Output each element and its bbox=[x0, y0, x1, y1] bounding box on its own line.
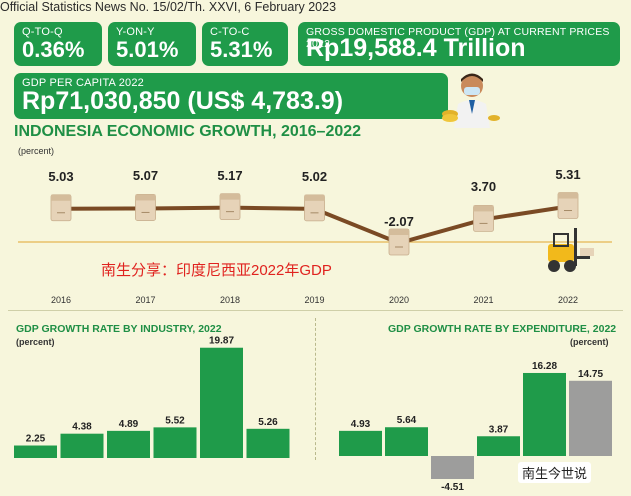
bar bbox=[431, 456, 474, 480]
bar-value-label: 4.89 bbox=[119, 419, 139, 430]
growth-point-box bbox=[388, 228, 410, 256]
industry-chart-title: GDP GROWTH RATE BY INDUSTRY, 2022 bbox=[16, 323, 222, 335]
expenditure-chart-title: GDP GROWTH RATE BY EXPENDITURE, 2022 bbox=[388, 323, 617, 335]
growth-point-box bbox=[304, 194, 325, 222]
watermark-text: 南生分享：印度尼西亚2022年GDP bbox=[101, 262, 332, 279]
growth-value-label: 5.02 bbox=[301, 168, 328, 184]
panel-divider bbox=[315, 318, 317, 460]
bar bbox=[477, 436, 520, 456]
bar bbox=[153, 427, 197, 458]
growth-point-box bbox=[135, 194, 156, 221]
growth-value-label: -2.07 bbox=[384, 214, 414, 229]
growth-chart-unit: (percent) bbox=[18, 146, 55, 156]
growth-point-box bbox=[473, 205, 494, 232]
y-on-y-value: 5.01% bbox=[116, 37, 179, 62]
growth-chart-title: INDONESIA ECONOMIC GROWTH, 2016–2022 bbox=[14, 123, 362, 140]
c-to-c-label: C-TO-C bbox=[210, 26, 250, 38]
c-to-c-value: 5.31% bbox=[210, 37, 273, 62]
growth-line-chart bbox=[18, 192, 612, 256]
growth-x-label: 2020 bbox=[388, 295, 410, 305]
news-line: Official Statistics News No. 15/02/Th. X… bbox=[0, 0, 337, 14]
q-to-q-label: Q-TO-Q bbox=[22, 26, 63, 38]
bar-value-label: 14.75 bbox=[578, 369, 603, 380]
forklift-icon bbox=[548, 228, 594, 272]
bar-value-label: 16.28 bbox=[532, 361, 557, 372]
growth-point-box bbox=[557, 192, 579, 219]
bar-value-label: -4.51 bbox=[441, 482, 464, 493]
y-on-y-label: Y-ON-Y bbox=[116, 26, 155, 38]
bar bbox=[107, 430, 150, 458]
section-divider bbox=[8, 310, 623, 311]
gdp-per-capita-value: Rp71,030,850 (US$ 4,783.9) bbox=[22, 87, 344, 115]
bar-value-label: 4.38 bbox=[72, 422, 92, 433]
growth-value-label: 5.07 bbox=[132, 168, 159, 184]
c-to-c-card: C-TO-C 5.31% bbox=[202, 22, 288, 66]
bar bbox=[246, 428, 290, 458]
bar-value-label: 5.26 bbox=[258, 417, 278, 428]
bar-value-label: 3.87 bbox=[489, 424, 509, 435]
growth-x-label: 2017 bbox=[135, 295, 156, 305]
bar bbox=[14, 445, 57, 458]
q-to-q-card: Q-TO-Q 0.36% bbox=[14, 22, 102, 66]
businessman-illustration bbox=[442, 73, 500, 128]
bar bbox=[523, 372, 566, 456]
gdp-label: GROSS DOMESTIC PRODUCT (GDP) AT CURRENT … bbox=[306, 26, 610, 50]
bar-value-label: 5.52 bbox=[165, 415, 185, 426]
gdp-card: GROSS DOMESTIC PRODUCT (GDP) AT CURRENT … bbox=[298, 22, 620, 66]
gdp-per-capita-card: GDP PER CAPITA 2022 Rp71,030,850 (US$ 4,… bbox=[14, 73, 448, 119]
bar bbox=[200, 347, 243, 458]
q-to-q-value: 0.36% bbox=[22, 37, 85, 62]
account-watermark: 南生今世说 bbox=[518, 462, 592, 483]
expenditure-chart-unit: (percent) bbox=[570, 337, 609, 347]
gdp-per-capita-label: GDP PER CAPITA 2022 bbox=[22, 77, 145, 89]
bar bbox=[385, 427, 428, 456]
growth-x-label: 2022 bbox=[557, 295, 579, 305]
bar-value-label: 19.87 bbox=[209, 336, 234, 347]
bar-value-label: 4.93 bbox=[351, 419, 371, 430]
y-on-y-card: Y-ON-Y 5.01% bbox=[108, 22, 196, 66]
growth-x-label: 2016 bbox=[50, 295, 72, 305]
bar-value-label: 5.64 bbox=[397, 415, 417, 426]
industry-chart-unit: (percent) bbox=[16, 337, 55, 347]
growth-value-label: 5.31 bbox=[555, 166, 581, 182]
growth-x-label: 2018 bbox=[219, 295, 241, 305]
bar bbox=[339, 430, 382, 456]
bar bbox=[60, 433, 104, 458]
growth-value-label: 5.17 bbox=[217, 167, 243, 183]
growth-point-box bbox=[50, 194, 72, 222]
growth-x-label: 2019 bbox=[304, 295, 325, 305]
gdp-value: Rp19,588.4 Trillion bbox=[306, 34, 526, 62]
growth-x-label: 2021 bbox=[473, 295, 494, 305]
growth-value-label: 5.03 bbox=[48, 168, 74, 184]
bar-value-label: 2.25 bbox=[26, 434, 46, 445]
growth-value-label: 3.70 bbox=[470, 179, 497, 195]
growth-point-box bbox=[219, 193, 241, 221]
bar bbox=[569, 380, 612, 456]
